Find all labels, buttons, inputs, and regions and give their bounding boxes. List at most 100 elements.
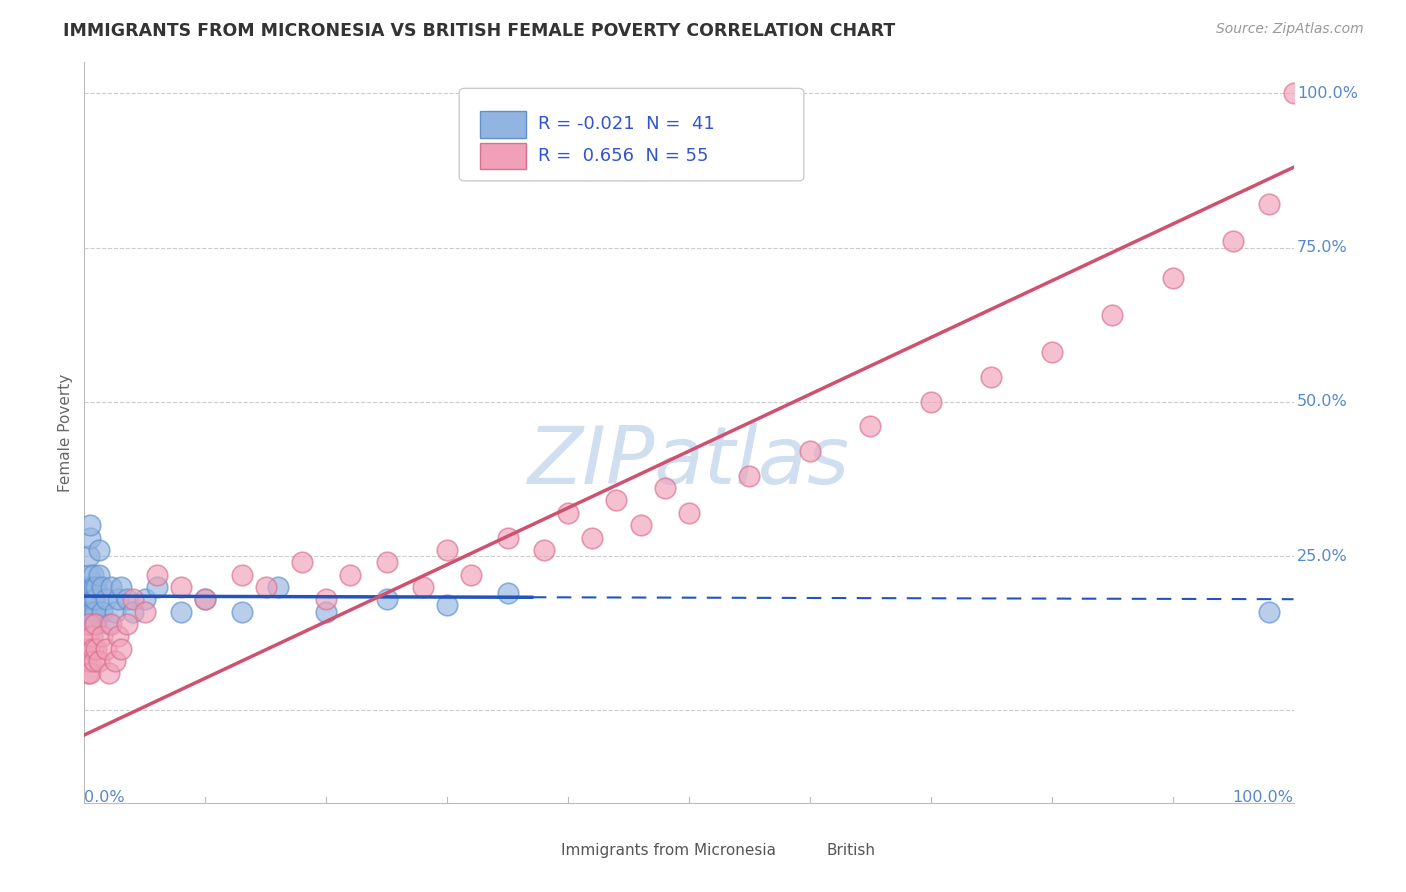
Point [79, 518, 101, 533]
Point [110, 580, 132, 594]
Point [75, 641, 97, 656]
Text: 50.0%: 50.0% [1298, 394, 1348, 409]
Point [77, 549, 100, 563]
Point [115, 592, 138, 607]
Point [80, 580, 103, 594]
Point [84, 616, 107, 631]
Point [194, 592, 217, 607]
Point [83, 654, 105, 668]
Point [412, 580, 434, 594]
Point [134, 605, 156, 619]
Text: R = -0.021  N =  41: R = -0.021 N = 41 [538, 115, 714, 134]
Text: 0.0%: 0.0% [84, 790, 125, 805]
Point [87, 542, 110, 557]
Point [121, 592, 143, 607]
Point [460, 567, 482, 582]
Point [859, 419, 882, 434]
Point [254, 580, 277, 594]
Text: R =  0.656  N = 55: R = 0.656 N = 55 [538, 147, 709, 165]
FancyBboxPatch shape [460, 88, 804, 181]
Point [87, 567, 110, 582]
Text: 75.0%: 75.0% [1298, 240, 1348, 255]
Point [79, 654, 101, 668]
Point [1258, 605, 1281, 619]
Y-axis label: Female Poverty: Female Poverty [58, 374, 73, 491]
Point [375, 592, 398, 607]
Point [80, 629, 103, 643]
Point [267, 580, 290, 594]
Point [84, 605, 107, 619]
Point [920, 394, 942, 409]
Point [76, 592, 98, 607]
Point [76, 654, 98, 668]
Point [79, 666, 101, 681]
Point [104, 654, 127, 668]
Point [581, 531, 603, 545]
Point [1282, 87, 1305, 101]
Bar [786, 840, 820, 862]
Point [1101, 309, 1123, 323]
Point [1161, 271, 1184, 285]
Point [291, 555, 314, 569]
Text: IMMIGRANTS FROM MICRONESIA VS BRITISH FEMALE POVERTY CORRELATION CHART: IMMIGRANTS FROM MICRONESIA VS BRITISH FE… [63, 22, 896, 40]
Point [80, 605, 103, 619]
Point [86, 580, 108, 594]
Text: 100.0%: 100.0% [1298, 86, 1358, 101]
Point [75, 605, 97, 619]
Point [436, 599, 458, 613]
Point [97, 616, 120, 631]
Point [557, 506, 579, 520]
Point [654, 481, 676, 495]
Point [82, 592, 104, 607]
Point [496, 531, 519, 545]
Point [83, 580, 105, 594]
Point [134, 592, 156, 607]
Point [980, 370, 1002, 384]
Point [86, 641, 108, 656]
Point [104, 605, 127, 619]
Point [170, 580, 193, 594]
Point [91, 629, 114, 643]
Text: Immigrants from Micronesia: Immigrants from Micronesia [561, 844, 776, 858]
Point [77, 616, 100, 631]
Point [533, 542, 555, 557]
Point [121, 605, 143, 619]
Point [77, 666, 100, 681]
Point [77, 567, 100, 582]
Point [194, 592, 217, 607]
Point [170, 605, 193, 619]
Point [110, 641, 132, 656]
Point [339, 567, 361, 582]
Bar [479, 143, 526, 169]
Point [87, 654, 110, 668]
Point [91, 580, 114, 594]
Point [231, 605, 253, 619]
Point [146, 567, 169, 582]
Text: 100.0%: 100.0% [1233, 790, 1294, 805]
Text: ZIPatlas: ZIPatlas [527, 423, 851, 501]
Point [94, 641, 117, 656]
Point [678, 506, 700, 520]
Point [82, 641, 104, 656]
Point [77, 641, 100, 656]
Bar [520, 840, 554, 862]
Point [100, 580, 122, 594]
Point [83, 616, 105, 631]
Point [799, 444, 821, 458]
Bar [479, 112, 526, 137]
Point [738, 468, 761, 483]
Point [86, 616, 108, 631]
Point [97, 666, 120, 681]
Point [79, 531, 101, 545]
Text: 25.0%: 25.0% [1298, 549, 1348, 564]
Point [91, 605, 114, 619]
Point [630, 518, 652, 533]
Point [1040, 345, 1063, 359]
Point [1258, 197, 1281, 211]
Point [77, 629, 100, 643]
Point [146, 580, 169, 594]
Point [605, 493, 627, 508]
Point [315, 592, 337, 607]
Point [375, 555, 398, 569]
Point [77, 580, 100, 594]
